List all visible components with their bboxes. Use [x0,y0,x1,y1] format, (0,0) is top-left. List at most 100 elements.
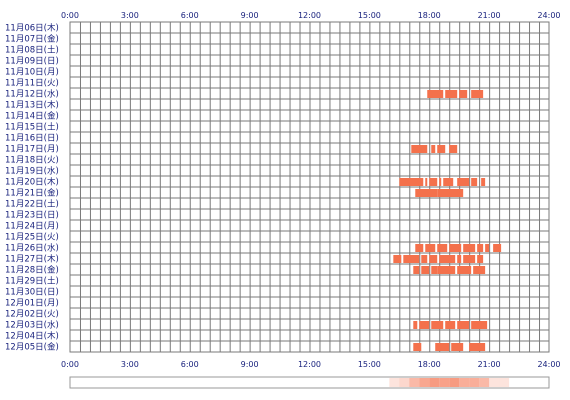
activity-bar [437,145,446,153]
activity-bar [403,255,420,263]
x-tick-label-bottom: 6:00 [181,360,199,369]
activity-bar [449,145,458,153]
row-label: 11月23日(日) [5,211,59,221]
activity-bar [429,255,438,263]
row-label: 11月15日(土) [5,122,59,133]
summary-density-cell [489,378,500,387]
activity-bar [393,255,402,263]
summary-density-cell [399,378,410,387]
activity-bar [413,321,418,329]
summary-density-cell [439,378,450,387]
x-tick-label-bottom: 12:00 [298,360,321,369]
row-label: 11月25日(火) [5,233,59,243]
activity-bar [457,255,462,263]
grid [69,21,550,353]
activity-bar [431,321,444,329]
x-tick-label-top: 9:00 [241,11,259,20]
x-tick-label-top: 6:00 [181,11,199,20]
summary-density-cell [429,378,440,387]
activity-bar [437,244,448,252]
activity-bar [449,244,462,252]
summary-density-cell [469,378,480,387]
x-tick-label-bottom: 21:00 [478,360,501,369]
activity-bar [457,178,470,186]
x-tick-label-bottom: 0:00 [61,360,79,369]
activity-bar [443,178,454,186]
x-tick-label-top: 0:00 [61,11,79,20]
row-label: 11月14日(金) [5,111,59,122]
row-label: 11月19日(水) [5,166,59,177]
x-tick-label-top: 12:00 [298,11,321,20]
x-tick-label-bottom: 9:00 [241,360,259,369]
activity-bar [439,255,456,263]
activity-bar [415,244,424,252]
x-tick-label-bottom: 15:00 [358,360,381,369]
activity-bar [463,244,476,252]
x-tick-label-top: 3:00 [121,11,139,20]
time-axis: 0:00 0:00 3:00 3:00 6:00 6:00 9:00 9:00 12:00 12:… [61,11,561,369]
summary-density-cell [499,378,510,387]
row-label: 11月07日(金) [5,34,59,45]
row-label: 11月11日(火) [5,79,59,89]
summary-density-cell [389,378,400,387]
activity-bar [457,266,472,274]
activity-bars [393,90,502,351]
activity-bar [457,321,470,329]
activity-bar [477,244,484,252]
x-tick-label-top: 18:00 [418,11,441,20]
row-label: 11月22日(土) [5,199,59,210]
activity-bar [437,266,456,274]
activity-bar [485,244,490,252]
row-label: 11月08日(土) [5,45,59,56]
row-label: 11月10日(月) [5,68,59,78]
row-label: 12月05日(金) [5,342,59,353]
activity-bar [445,321,456,329]
activity-bar [427,90,444,98]
activity-bar [439,178,442,186]
summary-density-cell [409,378,420,387]
row-labels: 11月06日(木)11月07日(金)11月08日(土)11月09日(日)11月1… [5,23,59,353]
activity-bar [437,189,464,197]
activity-bar [419,321,430,329]
activity-bar [399,178,424,186]
activity-bar [471,178,478,186]
activity-bar [459,90,468,98]
x-tick-label-bottom: 3:00 [121,360,139,369]
row-label: 11月18日(火) [5,156,59,166]
activity-bar [413,343,422,351]
summary-strip-frame [69,376,550,389]
activity-bar [413,266,420,274]
row-label: 11月12日(水) [5,89,59,100]
x-tick-label-top: 15:00 [358,11,381,20]
row-label: 12月04日(木) [5,331,59,342]
activity-bar [435,343,450,351]
activity-bar [473,266,486,274]
row-label: 12月03日(水) [5,320,59,331]
x-tick-label-top: 24:00 [537,11,560,20]
activity-bar [431,266,438,274]
activity-bar [429,178,438,186]
activity-bar [463,255,476,263]
row-label: 11月28日(金) [5,265,59,276]
activity-bar [471,321,488,329]
activity-bar [415,189,438,197]
activity-bar [421,266,430,274]
activity-summary-strip [69,376,550,389]
row-label: 11月20日(木) [5,177,59,188]
x-tick-label-bottom: 18:00 [418,360,441,369]
row-label: 11月06日(木) [5,23,59,34]
row-label: 11月13日(木) [5,100,59,111]
row-label: 11月27日(木) [5,254,59,265]
summary-density-cell [459,378,470,387]
row-label: 11月29日(土) [5,276,59,287]
activity-bar [411,145,428,153]
activity-bar [421,255,428,263]
row-label: 11月30日(日) [5,288,59,298]
x-tick-label-top: 21:00 [478,11,501,20]
activity-bar [477,255,484,263]
row-label: 12月01日(月) [5,299,59,309]
activity-bar [431,145,436,153]
activity-bar [425,178,428,186]
row-label: 11月09日(日) [5,57,59,67]
